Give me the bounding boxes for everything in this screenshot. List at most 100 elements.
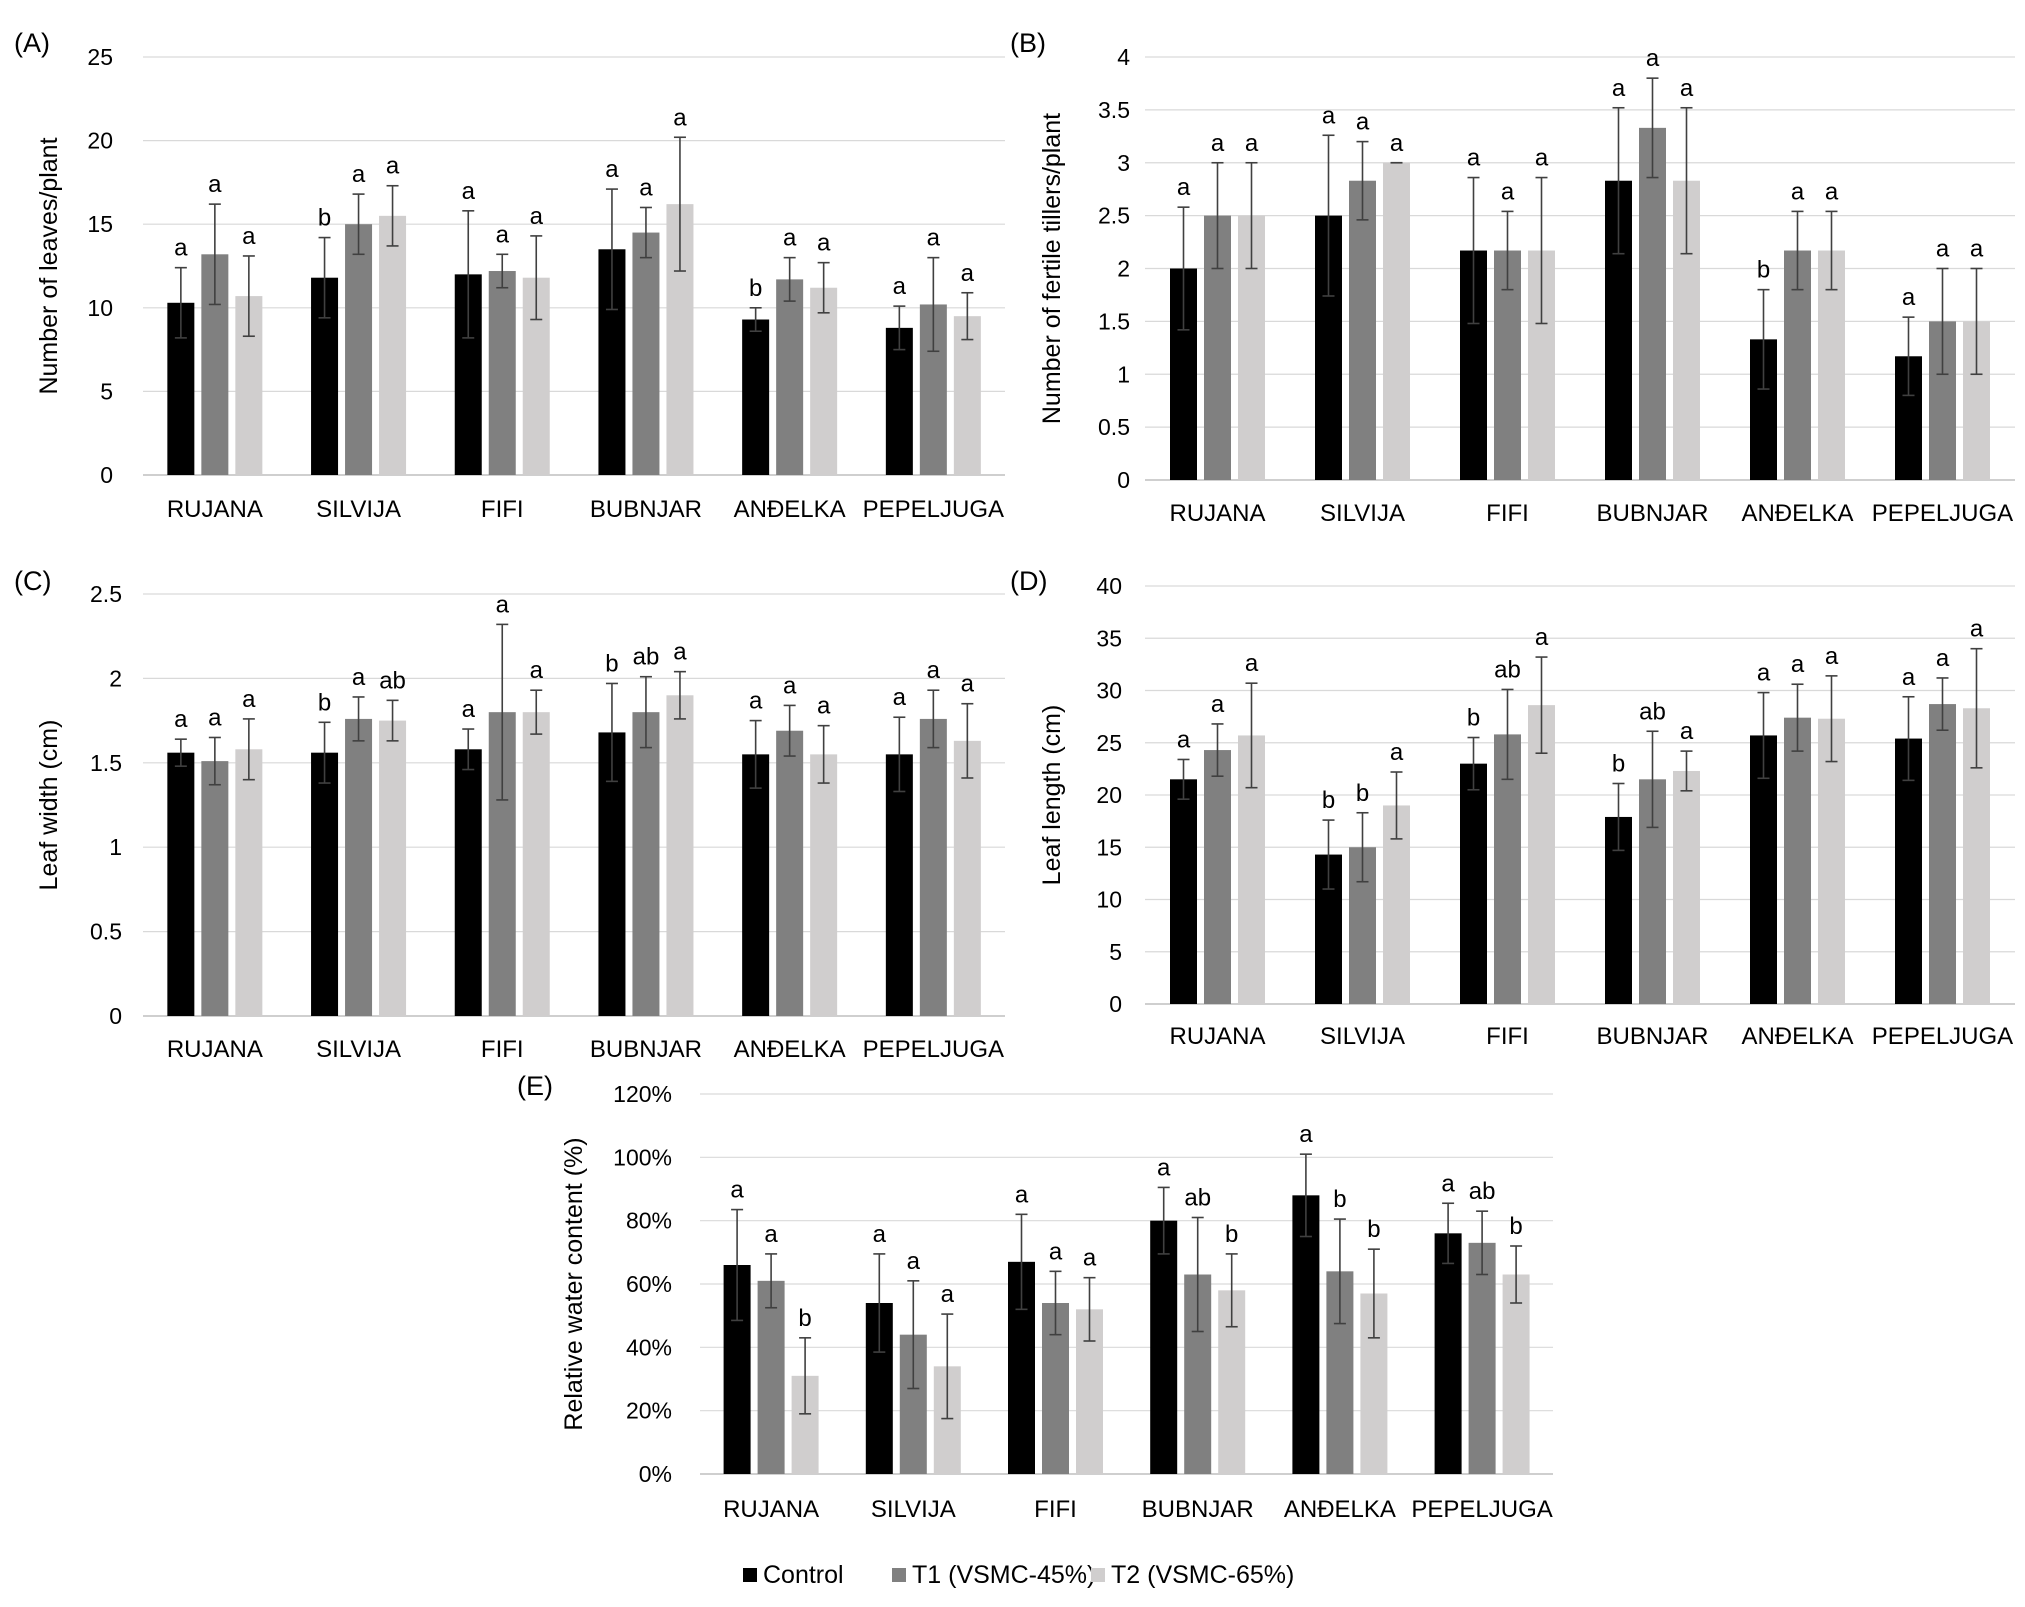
- x-tick-label: ANĐELKA: [1741, 1023, 1853, 1050]
- x-tick-label: ANĐELKA: [1741, 500, 1853, 527]
- significance-letter: a: [893, 273, 907, 300]
- error-bar: [1211, 723, 1224, 777]
- error-bar: [1680, 750, 1693, 792]
- significance-letter: a: [352, 161, 366, 188]
- error-bar: [1936, 267, 1949, 376]
- panel-label: (D): [1010, 566, 1047, 596]
- bar: [810, 287, 838, 475]
- bar: [345, 718, 373, 1016]
- significance-letter: a: [1535, 624, 1549, 651]
- significance-letter: a: [961, 671, 975, 698]
- chart-panel-b: (B) 0 0.5 1 1.5 2 2.5 3 3.5 4 Number of fertile ti…: [1010, 28, 2015, 527]
- significance-letter: a: [1049, 1238, 1063, 1265]
- error-bar: [1299, 1153, 1312, 1238]
- error-bar: [749, 306, 762, 333]
- error-bar: [817, 724, 830, 784]
- significance-letter: b: [1467, 705, 1480, 732]
- x-tick-label: PEPELJUGA: [1872, 500, 2013, 527]
- significance-letter: a: [1646, 45, 1660, 72]
- y-tick-label: 20: [87, 128, 113, 154]
- panel-label: (E): [517, 1071, 553, 1101]
- significance-letter: ab: [1494, 656, 1521, 683]
- significance-letter: a: [1015, 1181, 1029, 1208]
- y-tick-label: 60%: [626, 1271, 672, 1297]
- y-tick-label: 80%: [626, 1208, 672, 1234]
- x-tick-label: SILVIJA: [871, 1496, 956, 1523]
- error-bar: [1442, 1202, 1455, 1265]
- significance-letter: a: [1299, 1121, 1313, 1148]
- significance-letter: b: [1367, 1216, 1380, 1243]
- error-bar: [1825, 210, 1838, 291]
- significance-letter: b: [318, 205, 331, 232]
- bar: [1502, 1274, 1530, 1474]
- error-bar: [530, 689, 543, 735]
- error-bar: [1535, 656, 1548, 755]
- bar: [1349, 180, 1376, 481]
- bar: [379, 720, 407, 1016]
- error-bar: [242, 718, 255, 781]
- significance-letter: a: [1680, 75, 1694, 102]
- bar: [1784, 717, 1811, 1004]
- bar: [666, 695, 694, 1016]
- legend-item-t2: T2 (VSMC-65%): [1091, 1561, 1294, 1589]
- significance-letter: a: [462, 178, 476, 205]
- significance-letter: a: [208, 704, 222, 731]
- x-tick-label: BUBNJAR: [1596, 500, 1708, 527]
- error-bar: [1501, 688, 1514, 781]
- y-tick-label: 1.5: [90, 750, 122, 776]
- y-tick-label: 15: [87, 211, 113, 237]
- significance-letter: b: [605, 650, 618, 677]
- error-bar: [1015, 1213, 1028, 1311]
- bar: [522, 712, 550, 1016]
- significance-letter: a: [1177, 174, 1191, 201]
- bar: [885, 754, 913, 1016]
- significance-letter: a: [893, 684, 907, 711]
- error-bar: [1680, 106, 1693, 255]
- significance-letter: b: [798, 1305, 811, 1332]
- bar: [1750, 735, 1777, 1004]
- error-bar: [318, 721, 331, 784]
- x-tick-label: FIFI: [481, 496, 524, 523]
- error-bar: [386, 184, 399, 247]
- error-bar: [1510, 1245, 1523, 1304]
- significance-letter: a: [941, 1281, 955, 1308]
- x-tick-label: ANĐELKA: [734, 1036, 846, 1063]
- y-axis-label: Leaf length (cm): [1038, 705, 1066, 886]
- significance-letter: a: [1211, 691, 1225, 718]
- error-bar: [749, 719, 762, 789]
- error-bar: [1467, 176, 1480, 325]
- legend-swatch: [1091, 1568, 1105, 1582]
- error-bar: [1356, 811, 1369, 883]
- significance-letter: ab: [1184, 1185, 1211, 1212]
- error-bar: [927, 689, 940, 749]
- y-tick-label: 2: [1117, 256, 1130, 282]
- y-tick-label: 20%: [626, 1398, 672, 1424]
- error-bar: [1757, 288, 1770, 390]
- significance-letter: a: [1322, 102, 1336, 129]
- y-tick-label: 0: [100, 462, 113, 488]
- significance-letter: a: [927, 657, 941, 684]
- y-tick-label: 0.5: [1098, 414, 1130, 440]
- error-bar: [961, 702, 974, 779]
- significance-letter: a: [605, 156, 619, 183]
- error-bar: [1612, 106, 1625, 255]
- significance-letter: a: [1970, 236, 1984, 263]
- x-tick-label: SILVIJA: [316, 496, 401, 523]
- significance-letter: a: [530, 203, 544, 230]
- y-tick-label: 1: [109, 834, 122, 860]
- bar: [311, 752, 339, 1016]
- significance-letter: a: [242, 223, 256, 250]
- error-bar: [893, 305, 906, 351]
- error-bar: [961, 291, 974, 341]
- significance-letter: b: [1356, 780, 1369, 807]
- error-bar: [927, 256, 940, 353]
- error-bar: [496, 623, 509, 801]
- bar: [1434, 1233, 1462, 1474]
- error-bar: [1612, 782, 1625, 852]
- significance-letter: b: [1333, 1186, 1346, 1213]
- legend-swatch: [892, 1568, 906, 1582]
- significance-letter: b: [1322, 787, 1335, 814]
- y-tick-label: 20: [1096, 782, 1122, 808]
